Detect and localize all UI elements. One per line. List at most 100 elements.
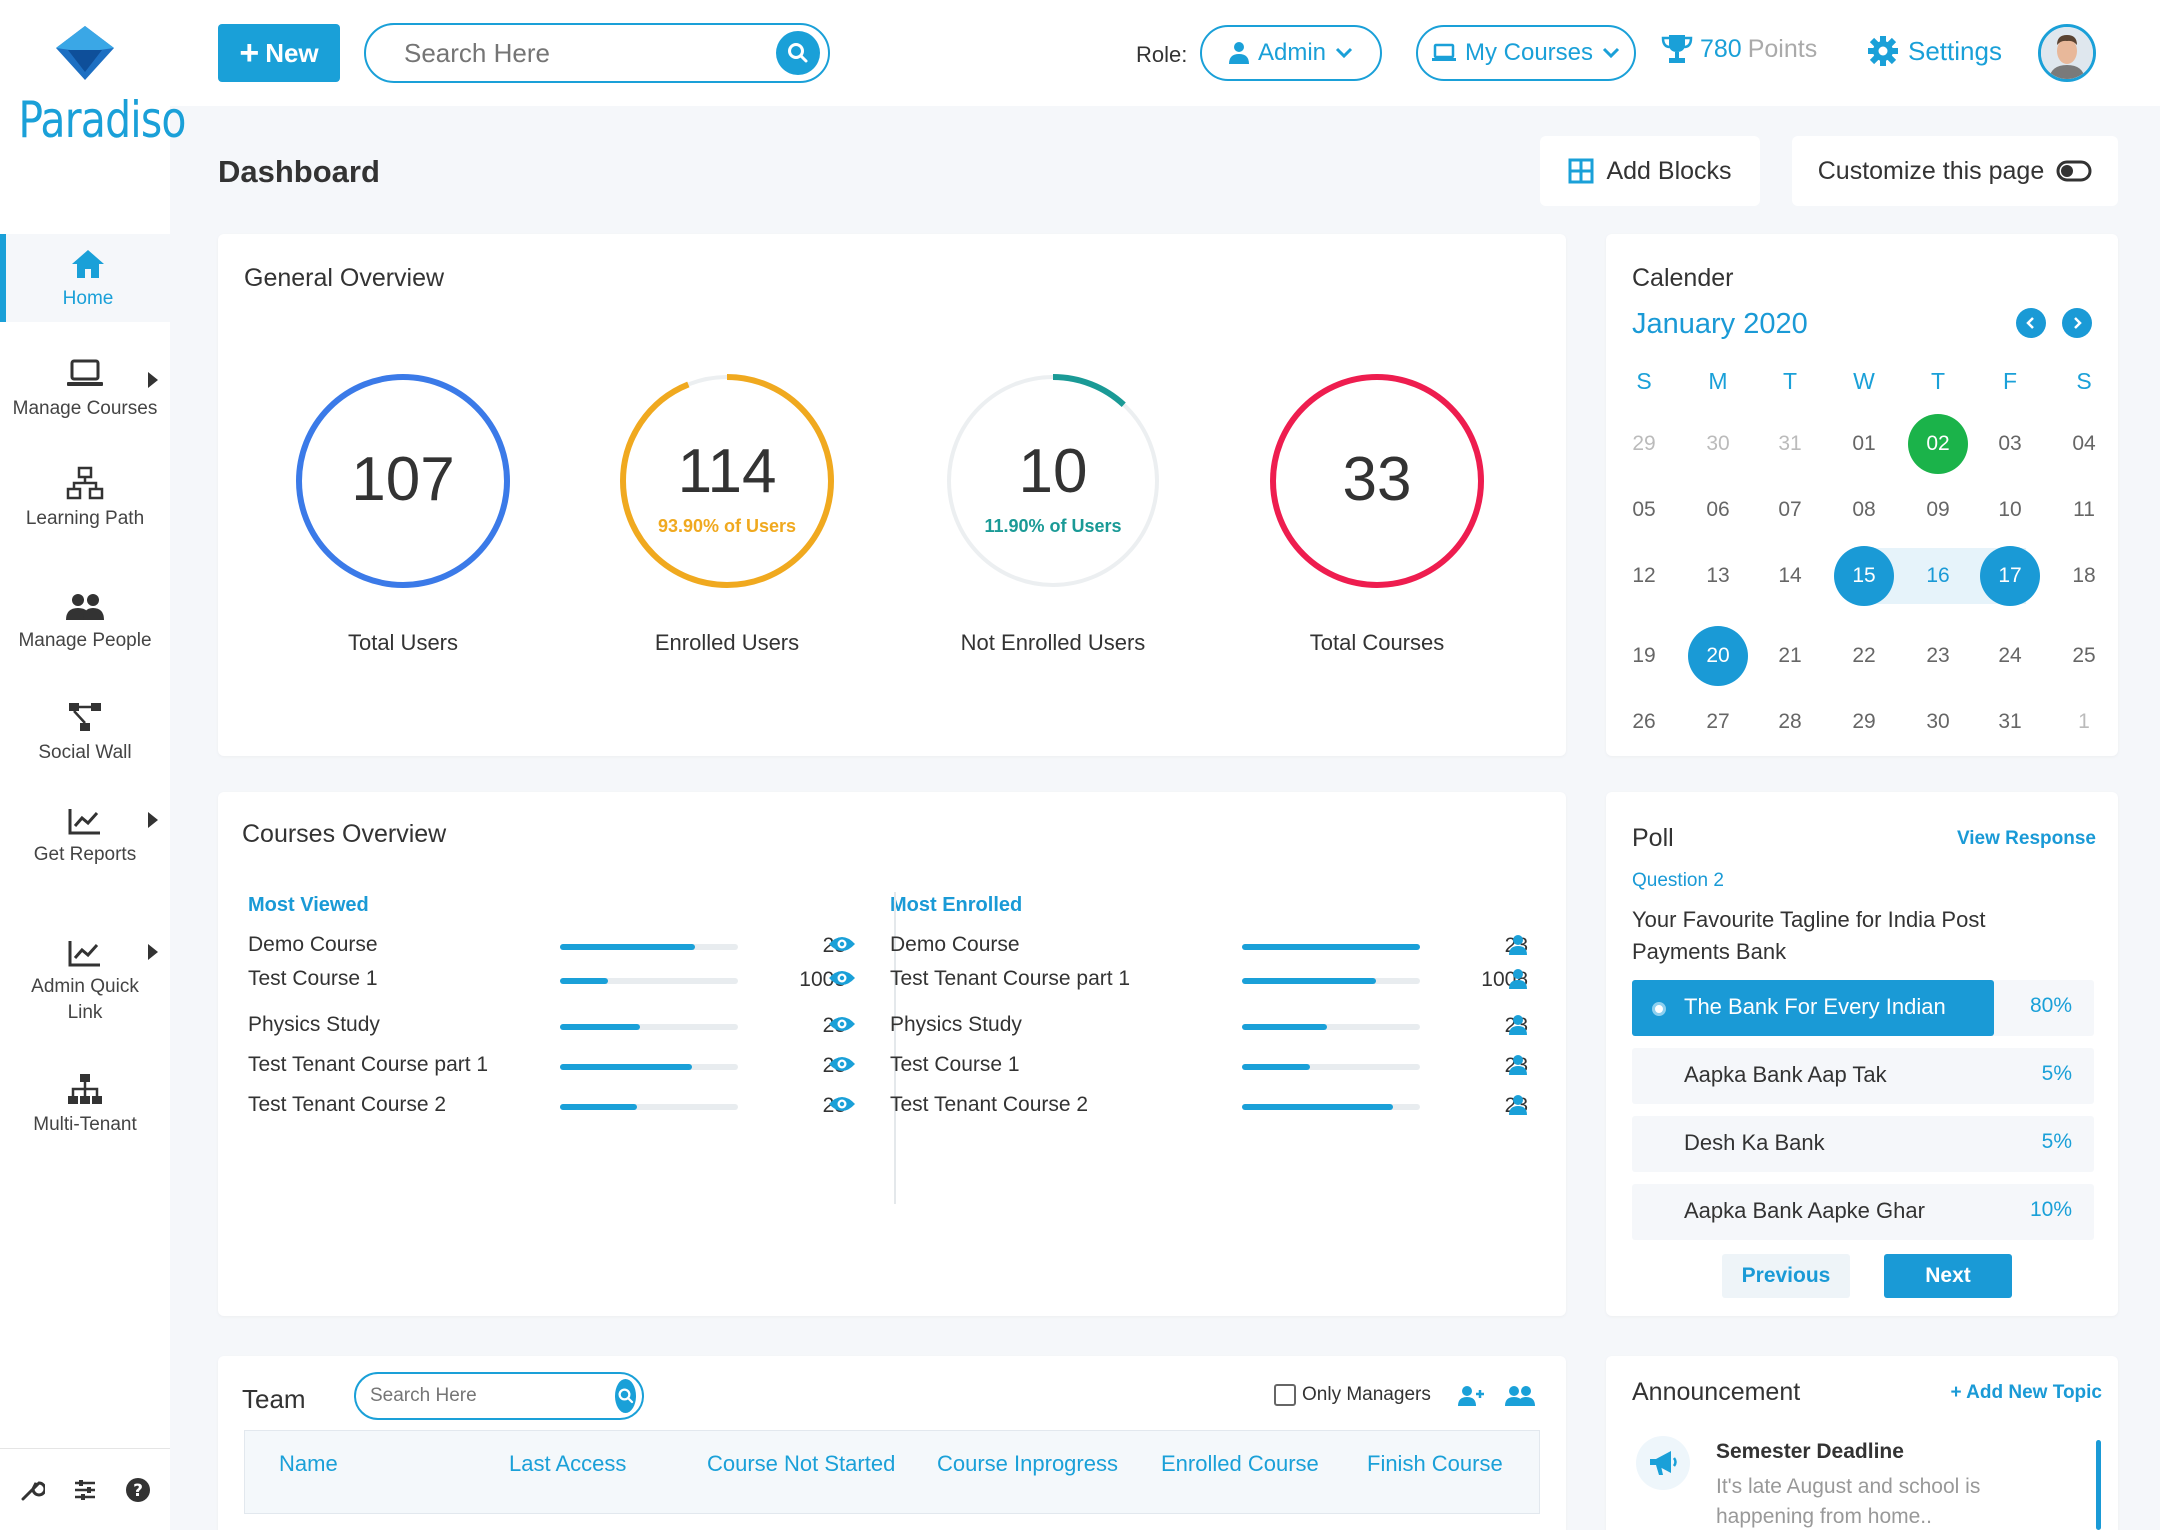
sidebar-item-home[interactable]: Home xyxy=(0,234,170,322)
calendar-day[interactable]: 24 xyxy=(1998,644,2022,667)
course-name[interactable]: Test Course 1 xyxy=(248,967,378,990)
my-courses-dropdown[interactable]: My Courses xyxy=(1416,25,1636,81)
team-search-input[interactable] xyxy=(370,1385,615,1407)
calendar-day[interactable]: 11 xyxy=(2073,498,2095,521)
stat-total-courses[interactable]: 33 Total Courses xyxy=(1262,366,1492,656)
calendar-next-button[interactable] xyxy=(2062,308,2092,338)
column-header-finish-course[interactable]: Finish Course xyxy=(1367,1451,1503,1476)
calendar-day[interactable]: 09 xyxy=(1926,498,1950,521)
sidebar-item-multi-tenant[interactable]: Multi-Tenant xyxy=(0,1072,170,1138)
eye-icon[interactable] xyxy=(828,1094,856,1119)
calendar-day[interactable]: 21 xyxy=(1778,644,1802,667)
course-name[interactable]: Test Tenant Course part 1 xyxy=(890,967,1131,990)
column-header-last-access[interactable]: Last Access xyxy=(509,1451,627,1476)
calendar-day[interactable]: 29 xyxy=(1852,710,1876,733)
calendar-day[interactable]: 01 xyxy=(1852,432,1876,455)
calendar-day[interactable]: 19 xyxy=(1632,644,1656,667)
calendar-day[interactable]: 02 xyxy=(1908,414,1968,474)
only-managers-checkbox[interactable] xyxy=(1274,1384,1296,1406)
calendar-day[interactable]: 04 xyxy=(2072,432,2096,455)
poll-next-button[interactable]: Next xyxy=(1884,1254,2012,1298)
user-icon[interactable] xyxy=(1508,968,1528,995)
stat-not-enrolled-users[interactable]: 10 11.90% of Users Not Enrolled Users xyxy=(938,366,1168,656)
calendar-day[interactable]: 10 xyxy=(1998,498,2022,521)
poll-option[interactable]: The Bank For Every Indian 80% xyxy=(1632,980,2094,1036)
calendar-day[interactable]: 25 xyxy=(2072,644,2096,667)
add-new-topic-link[interactable]: + Add New Topic xyxy=(1950,1382,2102,1403)
wrench-icon[interactable] xyxy=(19,1477,46,1503)
calendar-day[interactable]: 16 xyxy=(1926,564,1950,587)
sidebar-item-admin-quick-link[interactable]: Admin Quick Link xyxy=(0,938,170,1026)
calendar-day[interactable]: 17 xyxy=(1980,546,2040,606)
column-header-enrolled-course[interactable]: Enrolled Course xyxy=(1161,1451,1319,1476)
settings-button[interactable]: Settings xyxy=(1866,34,2002,68)
add-user-icon[interactable] xyxy=(1456,1384,1486,1408)
calendar-day[interactable]: 20 xyxy=(1688,626,1748,686)
user-icon[interactable] xyxy=(1508,1094,1528,1121)
points-display[interactable]: 780 Points xyxy=(1660,32,1817,66)
calendar-day[interactable]: 05 xyxy=(1632,498,1656,521)
calendar-day[interactable]: 29 xyxy=(1632,432,1656,455)
poll-previous-button[interactable]: Previous xyxy=(1722,1254,1850,1298)
course-name[interactable]: Test Tenant Course 2 xyxy=(890,1093,1089,1116)
user-icon[interactable] xyxy=(1508,1054,1528,1081)
view-response-link[interactable]: View Response xyxy=(1956,828,2096,849)
calendar-day[interactable]: 23 xyxy=(1926,644,1950,667)
sidebar-item-learning-path[interactable]: Learning Path xyxy=(0,466,170,532)
calendar-day[interactable]: 03 xyxy=(1998,432,2022,455)
calendar-day[interactable]: 27 xyxy=(1706,710,1730,733)
calendar-day[interactable]: 22 xyxy=(1852,644,1876,667)
poll-option[interactable]: Aapka Bank Aapke Ghar 10% xyxy=(1632,1184,2094,1240)
course-name[interactable]: Demo Course xyxy=(248,933,378,956)
customize-page-toggle[interactable]: Customize this page xyxy=(1792,136,2118,206)
team-users-icon[interactable] xyxy=(1504,1384,1536,1408)
user-icon[interactable] xyxy=(1508,1014,1528,1041)
avatar[interactable] xyxy=(2038,24,2096,82)
only-managers-filter[interactable]: Only Managers xyxy=(1274,1384,1431,1406)
calendar-day[interactable]: 30 xyxy=(1706,432,1730,455)
calendar-day[interactable]: 28 xyxy=(1778,710,1802,733)
calendar-day[interactable]: 30 xyxy=(1926,710,1950,733)
sidebar-item-get-reports[interactable]: Get Reports xyxy=(0,806,170,868)
calendar-day[interactable]: 12 xyxy=(1632,564,1656,587)
calendar-day[interactable]: 06 xyxy=(1706,498,1730,521)
course-name[interactable]: Test Tenant Course part 1 xyxy=(248,1053,489,1076)
eye-icon[interactable] xyxy=(828,968,856,993)
course-name[interactable]: Physics Study xyxy=(248,1013,380,1036)
sidebar-item-manage-courses[interactable]: Manage Courses xyxy=(0,358,170,422)
calendar-day[interactable]: 14 xyxy=(1778,564,1802,587)
sliders-icon[interactable] xyxy=(72,1477,98,1503)
column-header-name[interactable]: Name xyxy=(279,1451,338,1476)
course-name[interactable]: Demo Course xyxy=(890,933,1020,956)
help-icon[interactable]: ? xyxy=(125,1477,151,1503)
column-header-course-inprogress[interactable]: Course Inprogress xyxy=(937,1451,1118,1476)
course-name[interactable]: Test Course 1 xyxy=(890,1053,1020,1076)
calendar-day[interactable]: 31 xyxy=(1778,432,1802,455)
stat-total-users[interactable]: 107 Total Users xyxy=(288,366,518,656)
new-button[interactable]: + New xyxy=(218,24,340,82)
add-blocks-button[interactable]: Add Blocks xyxy=(1540,136,1760,206)
calendar-day[interactable]: 26 xyxy=(1632,710,1656,733)
course-name[interactable]: Physics Study xyxy=(890,1013,1022,1036)
calendar-day[interactable]: 31 xyxy=(1998,710,2022,733)
announcement-scrollbar[interactable] xyxy=(2096,1440,2101,1530)
sidebar-item-manage-people[interactable]: Manage People xyxy=(0,592,170,654)
calendar-day[interactable]: 1 xyxy=(2078,710,2090,733)
brand-logo[interactable]: Paradiso xyxy=(0,22,186,149)
calendar-prev-button[interactable] xyxy=(2016,308,2046,338)
course-name[interactable]: Test Tenant Course 2 xyxy=(248,1093,447,1116)
eye-icon[interactable] xyxy=(828,1014,856,1039)
search-input[interactable] xyxy=(404,37,776,69)
calendar-day[interactable]: 07 xyxy=(1778,498,1802,521)
eye-icon[interactable] xyxy=(828,1054,856,1079)
poll-option[interactable]: Aapka Bank Aap Tak 5% xyxy=(1632,1048,2094,1104)
sidebar-item-social-wall[interactable]: Social Wall xyxy=(0,700,170,766)
announcement-item-title[interactable]: Semester Deadline xyxy=(1716,1440,1904,1463)
search-button[interactable] xyxy=(776,31,820,75)
poll-option[interactable]: Desh Ka Bank 5% xyxy=(1632,1116,2094,1172)
calendar-day[interactable]: 08 xyxy=(1852,498,1876,521)
column-header-course-not-started[interactable]: Course Not Started xyxy=(707,1451,896,1476)
user-icon[interactable] xyxy=(1508,934,1528,961)
team-search-button[interactable] xyxy=(615,1379,636,1413)
stat-enrolled-users[interactable]: 114 93.90% of Users Enrolled Users xyxy=(612,366,842,656)
